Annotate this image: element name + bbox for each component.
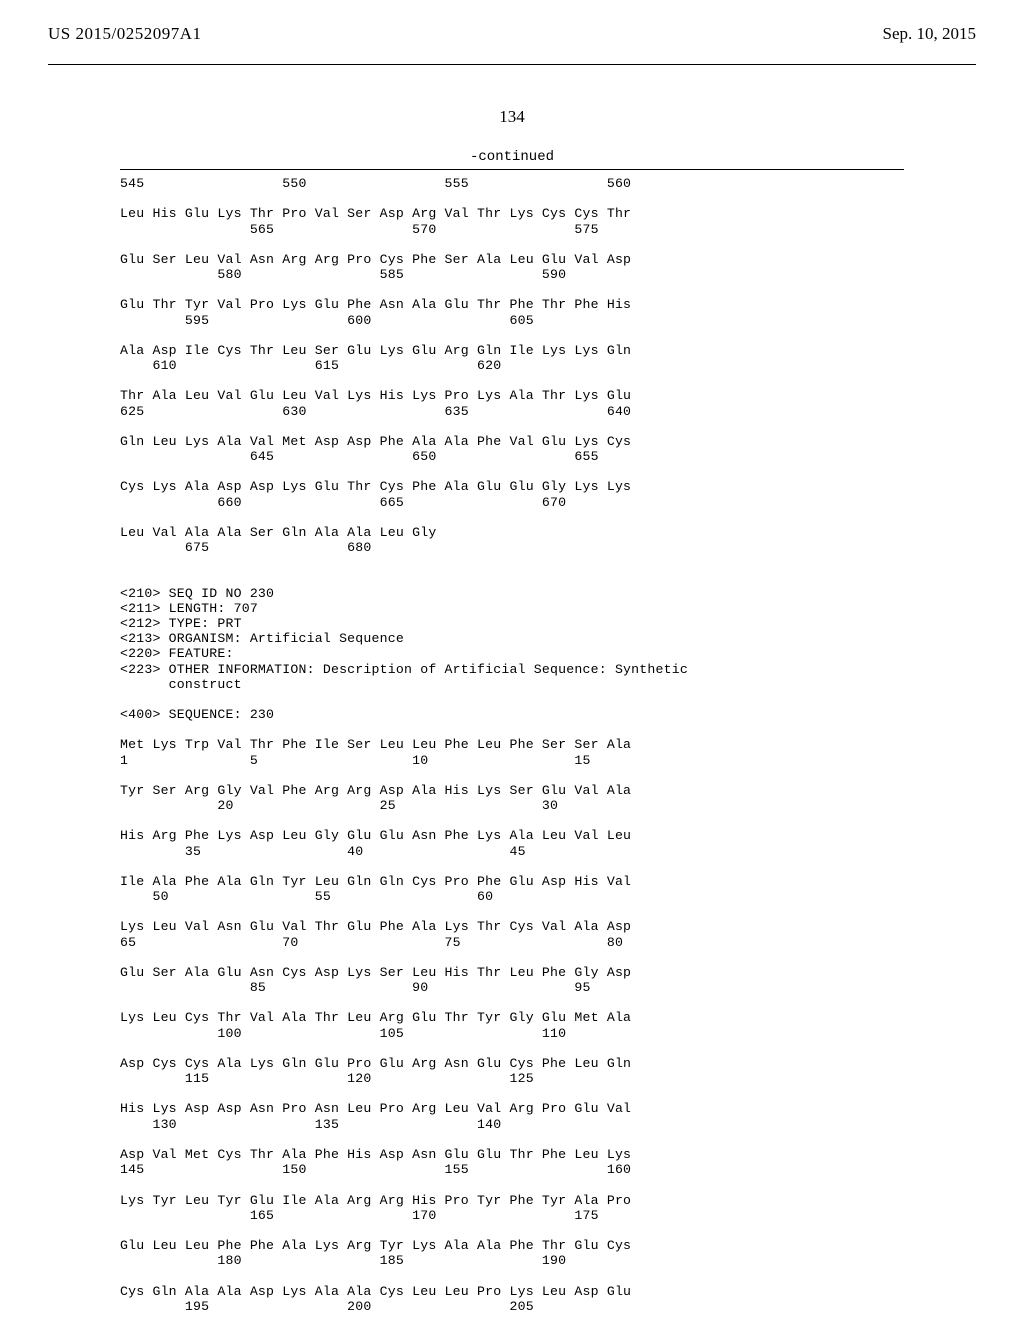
sequence-listing: 545 550 555 560 Leu His Glu Lys Thr Pro … — [120, 176, 1024, 1314]
page-header: US 2015/0252097A1 Sep. 10, 2015 — [48, 0, 976, 65]
continued-label: -continued — [0, 149, 1024, 165]
publication-date: Sep. 10, 2015 — [883, 24, 977, 44]
page-number: 134 — [0, 107, 1024, 127]
section-rule — [120, 169, 904, 170]
publication-number: US 2015/0252097A1 — [48, 24, 201, 44]
